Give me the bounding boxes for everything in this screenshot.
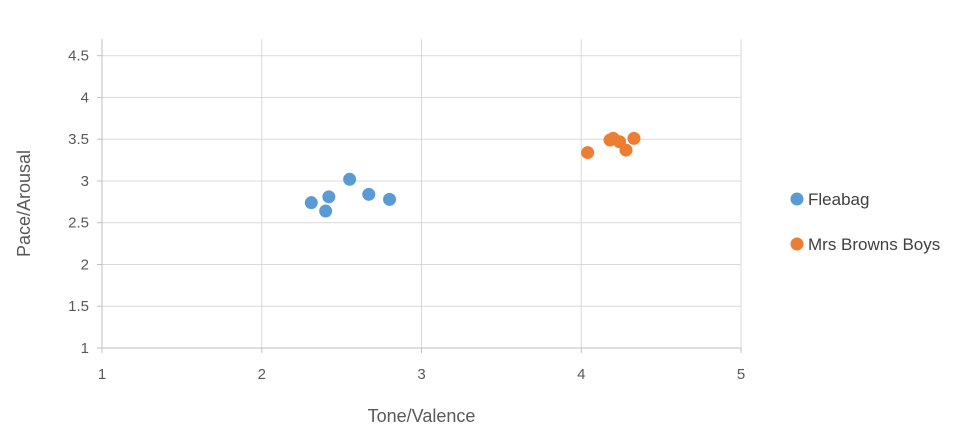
x-tick-label: 4 [577,366,585,383]
tick-labels: 1 1.5 2 2.5 3 3.5 4 4.5 1 2 3 4 5 [68,48,745,383]
legend-marker [790,192,804,206]
axes [97,39,742,353]
data-point-mrs-browns-boys [581,146,595,160]
data-point-mrs-browns-boys [627,131,641,145]
y-tick-label: 4 [81,89,89,106]
x-tick-label: 1 [98,366,106,383]
gridlines [102,39,742,348]
data-points [304,131,641,218]
data-point-fleabag [322,190,336,204]
y-tick-label: 1 [81,340,89,357]
y-tick-label: 4.5 [68,48,89,65]
x-axis-title: Tone/Valence [368,406,476,426]
legend-label: Fleabag [808,190,869,209]
y-tick-label: 1.5 [68,298,89,315]
legend-label: Mrs Browns Boys [808,235,940,254]
legend: Fleabag Mrs Browns Boys [790,190,940,254]
y-tick-label: 2.5 [68,215,89,232]
data-point-fleabag [383,192,397,206]
data-point-fleabag [319,204,333,218]
data-point-mrs-browns-boys [619,143,633,157]
x-tick-label: 2 [258,366,266,383]
y-axis-title: Pace/Arousal [14,150,34,257]
y-tick-label: 2 [81,256,89,273]
y-tick-label: 3.5 [68,131,89,148]
data-point-fleabag [362,187,376,201]
y-tick-label: 3 [81,173,89,190]
legend-marker [790,237,804,251]
data-point-fleabag [304,196,318,210]
x-tick-label: 3 [417,366,425,383]
data-point-fleabag [343,172,357,186]
x-tick-label: 5 [737,366,745,383]
